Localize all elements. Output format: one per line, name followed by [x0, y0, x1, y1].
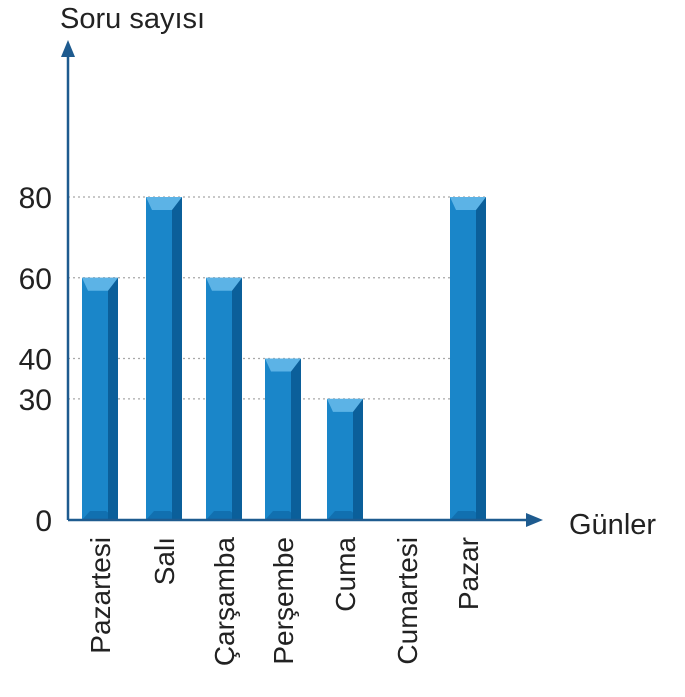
bar-bottom-face	[82, 511, 118, 520]
bar-salı	[146, 197, 182, 520]
bar-side-face	[476, 197, 486, 520]
bar-bottom-face	[327, 511, 363, 520]
bar-side-face	[232, 277, 242, 520]
bar-top-face	[327, 398, 363, 412]
bar-side-face	[291, 358, 301, 520]
bar-front-face	[206, 277, 232, 520]
bar-top-face	[206, 277, 242, 291]
bars	[82, 197, 486, 520]
y-tick-label-40: 40	[19, 344, 52, 377]
bar-side-face	[108, 277, 118, 520]
bar-front-face	[450, 197, 476, 520]
x-category-label-7: Pazar	[453, 537, 484, 610]
axes	[61, 40, 543, 527]
y-tick-labels: 0 30 40 60 80	[19, 182, 52, 538]
bar-bottom-face	[265, 511, 301, 520]
bar-pazar	[450, 197, 486, 520]
bar-top-face	[450, 197, 486, 210]
y-tick-label-60: 60	[19, 263, 52, 296]
x-category-label-2: Salı	[149, 537, 180, 585]
y-tick-label-80: 80	[19, 182, 52, 215]
x-category-labels: Pazartesi Salı Çarşamba Perşembe Cuma Cumarte…	[85, 537, 484, 667]
x-axis-title: Günler	[569, 509, 656, 541]
bar-bottom-face	[206, 511, 242, 520]
bar-side-face	[353, 398, 363, 520]
y-tick-label-30: 30	[19, 384, 52, 417]
bar-cuma	[327, 398, 363, 520]
bar-perşembe	[265, 358, 301, 520]
bar-bottom-face	[450, 511, 486, 520]
x-category-label-3: Çarşamba	[209, 537, 240, 667]
bar-pazartesi	[82, 277, 118, 520]
x-category-label-5: Cuma	[330, 537, 361, 612]
y-tick-label-0: 0	[35, 505, 52, 538]
bar-top-face	[82, 277, 118, 291]
x-category-label-6: Cumartesi	[392, 537, 423, 665]
y-axis-title: Soru sayısı	[60, 3, 205, 35]
bar-bottom-face	[146, 511, 182, 520]
bar-front-face	[146, 197, 172, 520]
x-category-label-4: Perşembe	[268, 537, 299, 665]
bar-top-face	[265, 358, 301, 372]
bar-front-face	[82, 277, 108, 520]
bar-top-face	[146, 197, 182, 210]
bar-front-face	[265, 358, 291, 520]
x-category-label-1: Pazartesi	[85, 537, 116, 654]
bar-çarşamba	[206, 277, 242, 520]
bar-front-face	[327, 398, 353, 520]
bar-side-face	[172, 197, 182, 520]
y-axis-arrow-icon	[61, 40, 75, 57]
x-axis-arrow-icon	[526, 513, 543, 527]
